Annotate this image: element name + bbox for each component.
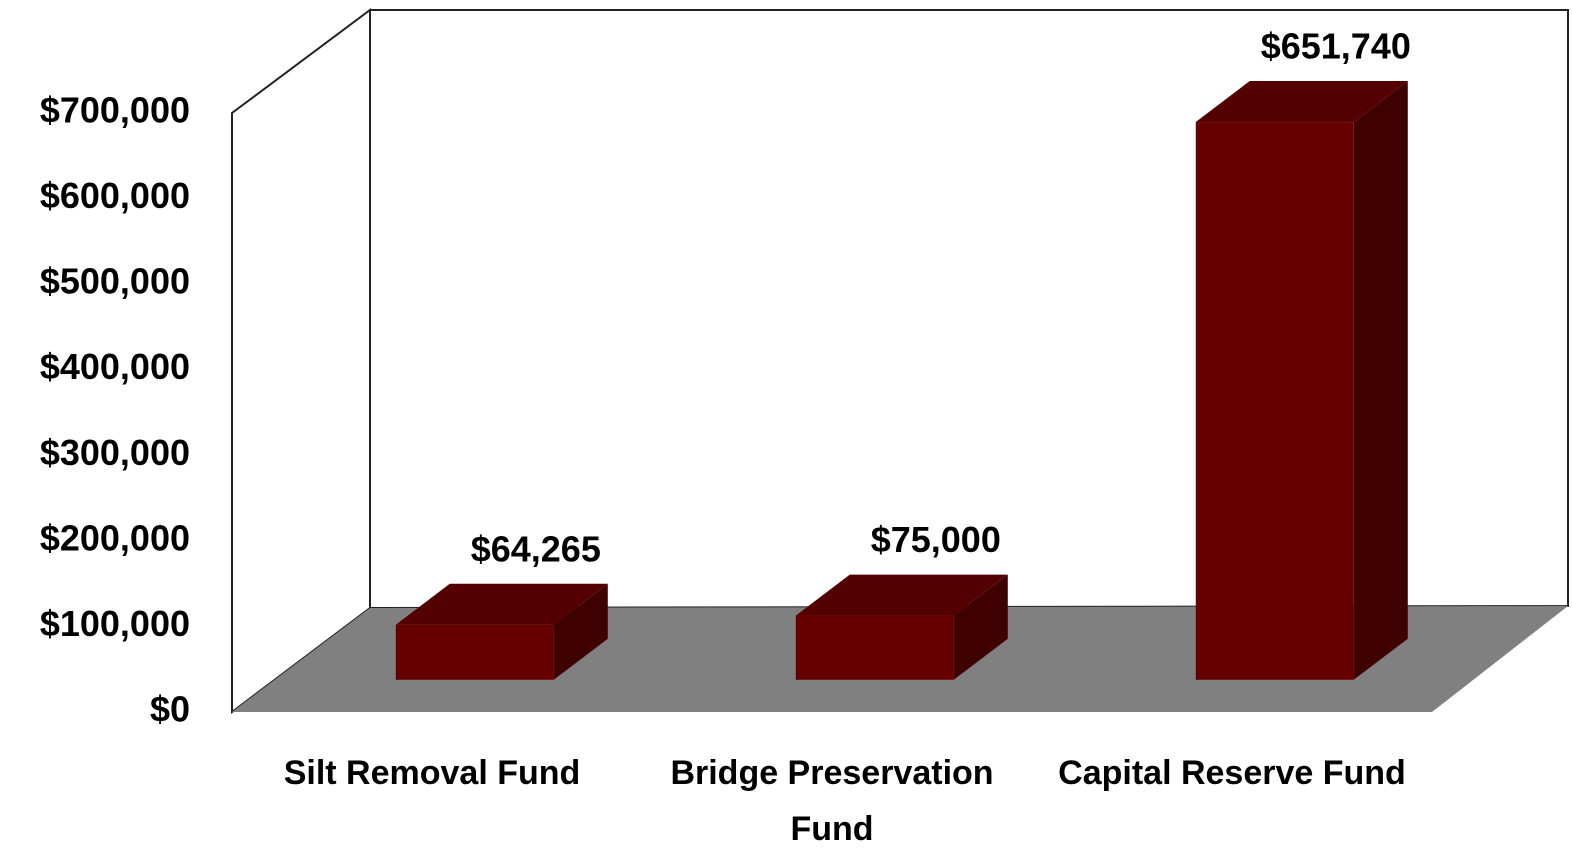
bar-top — [395, 583, 608, 625]
y-tick-label: $0 — [150, 689, 190, 730]
y-tick-label: $200,000 — [40, 517, 190, 558]
data-label: $651,740 — [1261, 26, 1411, 67]
y-tick-label: $100,000 — [40, 603, 190, 644]
bar-side — [1353, 81, 1408, 680]
bar — [395, 624, 554, 680]
x-tick-label: Bridge Preservation Fund — [670, 754, 994, 848]
bar-top — [1195, 81, 1408, 123]
y-tick-label: $600,000 — [40, 175, 190, 216]
side-wall — [231, 8, 371, 715]
data-label: $75,000 — [871, 519, 1001, 560]
bar — [795, 615, 954, 680]
data-label: $64,265 — [471, 528, 601, 569]
x-tick-label: Silt Removal Fund — [283, 754, 581, 792]
y-tick-label: $500,000 — [40, 261, 190, 302]
bar — [1195, 122, 1354, 680]
bar-top — [795, 574, 1008, 616]
bar-side — [953, 574, 1008, 680]
y-tick-label: $400,000 — [40, 346, 190, 387]
y-tick-label: $700,000 — [40, 90, 190, 131]
bar-side — [553, 583, 608, 680]
y-tick-label: $300,000 — [40, 432, 190, 473]
x-tick-label: Capital Reserve Fund — [1058, 754, 1406, 792]
